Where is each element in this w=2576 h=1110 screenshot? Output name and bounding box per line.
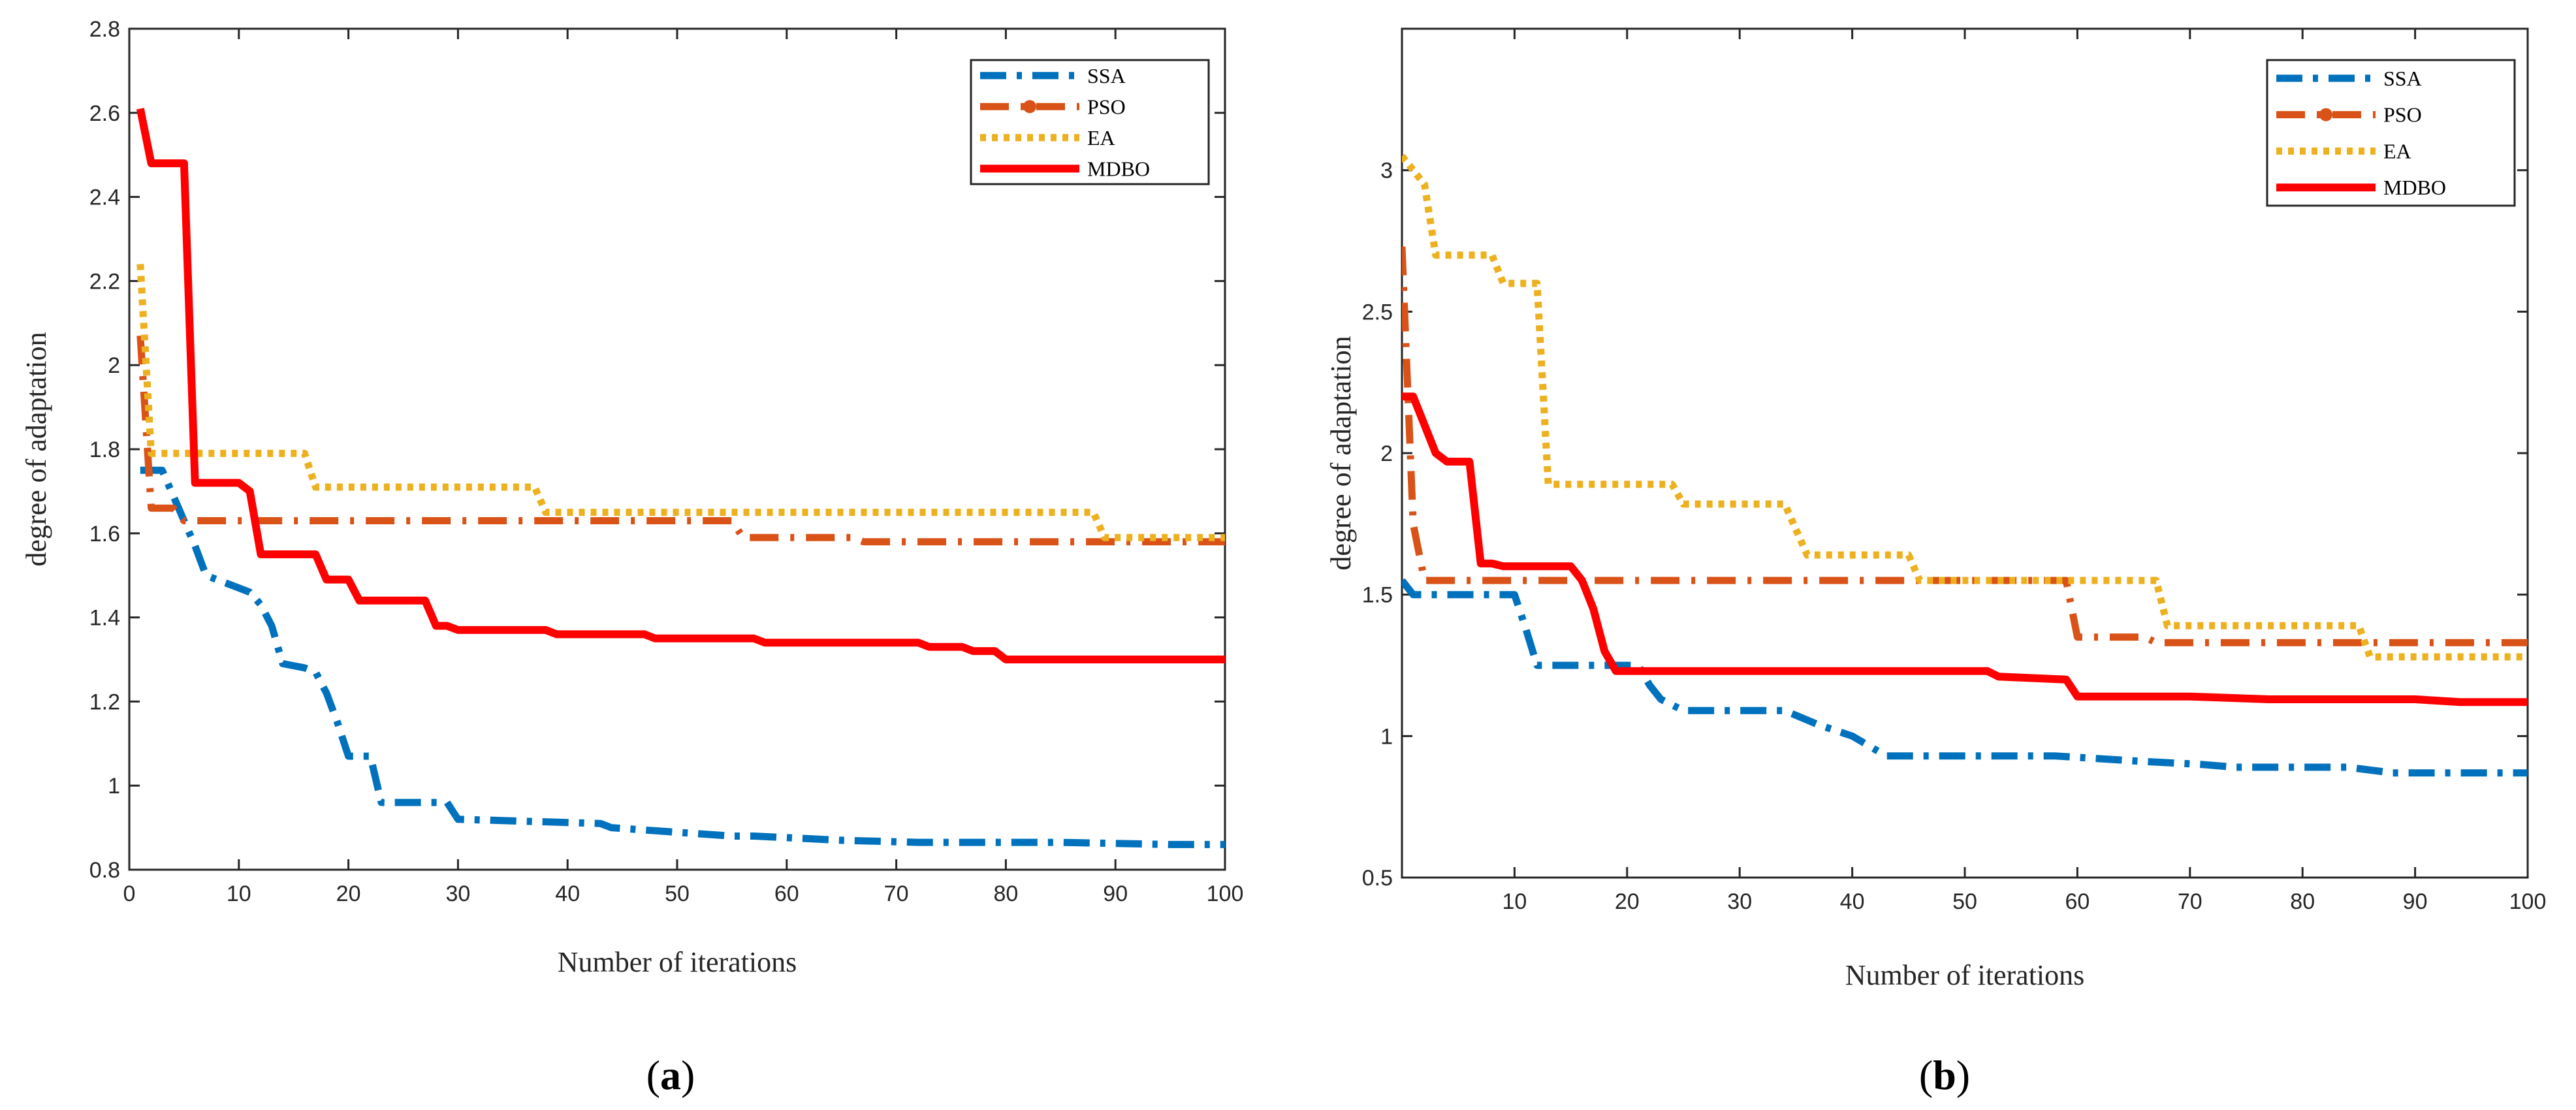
x-tick-label: 80 bbox=[993, 881, 1018, 906]
chart-b: 10 20 30 40 50 60 70 80 90 100 0.5 1 1.5 2 2.5 3 Number … bbox=[1325, 27, 2547, 1098]
x-tick-label: 60 bbox=[774, 881, 799, 906]
y-tick-label: 1 bbox=[1380, 724, 1393, 749]
x-tick-label: 30 bbox=[445, 881, 470, 906]
y-tick-label: 1.6 bbox=[89, 522, 120, 547]
y-tick-label: 1 bbox=[108, 774, 120, 799]
legend-label-ea: EA bbox=[2383, 139, 2411, 163]
y-tick-label: 1.8 bbox=[89, 437, 120, 462]
x-tick-label: 70 bbox=[884, 881, 909, 906]
x-tick-label: 70 bbox=[2178, 889, 2202, 914]
legend-label-mdbo: MDBO bbox=[2383, 176, 2446, 199]
legend-label-pso: PSO bbox=[2383, 103, 2422, 127]
x-tick-label: 90 bbox=[2403, 889, 2428, 914]
y-tick-label: 2.6 bbox=[89, 101, 120, 126]
y-tick-label: 3 bbox=[1380, 159, 1393, 183]
x-tick-label: 100 bbox=[2509, 889, 2547, 914]
x-tick-label: 50 bbox=[1952, 889, 1977, 914]
x-tick-label: 50 bbox=[665, 881, 690, 906]
legend-label-pso: PSO bbox=[1087, 95, 1126, 118]
x-tick-label: 20 bbox=[1615, 889, 1640, 914]
series-line-ea bbox=[1402, 153, 2528, 661]
x-tick-label: 100 bbox=[1207, 881, 1244, 906]
y-tick-label: 2.8 bbox=[89, 17, 120, 42]
y-tick-label: 0.5 bbox=[1362, 866, 1393, 891]
legend-marker-pso bbox=[2319, 108, 2332, 121]
subfigure-caption: (b) bbox=[1919, 1052, 1970, 1098]
y-tick-label: 2.4 bbox=[89, 185, 120, 210]
y-tick-label: 1.4 bbox=[89, 606, 120, 631]
chart-a: 0 10 20 30 40 50 60 70 80 90 100 0.8 1 1.2 1.4 1.6 1.8 2 2… bbox=[20, 17, 1243, 1098]
x-axis-label: Number of iterations bbox=[558, 946, 797, 978]
y-tick-label: 0.8 bbox=[89, 858, 120, 883]
y-tick-label: 2.2 bbox=[89, 269, 120, 294]
x-tick-label: 40 bbox=[555, 881, 580, 906]
series-line-pso bbox=[1402, 246, 2528, 646]
series-line-mdbo bbox=[1402, 392, 2528, 706]
x-tick-label: 80 bbox=[2290, 889, 2315, 914]
series-group bbox=[136, 108, 1225, 848]
y-tick-label: 2.5 bbox=[1362, 300, 1393, 325]
series-line-ssa bbox=[140, 466, 1225, 848]
y-tick-label: 2 bbox=[1380, 441, 1393, 466]
x-tick-label: 10 bbox=[227, 881, 251, 906]
y-tick-label: 2 bbox=[108, 353, 120, 378]
subfigure-caption: (a) bbox=[646, 1052, 695, 1098]
y-axis-label: degree of adaptation bbox=[20, 332, 52, 566]
series-line-ea bbox=[136, 264, 1225, 541]
legend-box bbox=[970, 59, 1210, 185]
x-tick-label: 90 bbox=[1103, 881, 1128, 906]
legend-label-mdbo: MDBO bbox=[1087, 157, 1150, 180]
x-tick-label: 30 bbox=[1727, 889, 1752, 914]
legend-label-ssa: SSA bbox=[2383, 67, 2422, 90]
legend-label-ssa: SSA bbox=[1087, 64, 1126, 87]
y-axis-label: degree of adaptation bbox=[1325, 336, 1357, 570]
x-axis-label: Number of iterations bbox=[1845, 959, 2085, 991]
legend-label-ea: EA bbox=[1087, 126, 1115, 150]
x-tick-label: 20 bbox=[336, 881, 361, 906]
series-line-mdbo bbox=[136, 108, 1225, 663]
series-line-ssa bbox=[1402, 578, 2528, 777]
series-line-pso bbox=[136, 335, 1225, 546]
y-tick-label: 1.5 bbox=[1362, 583, 1393, 608]
series-group bbox=[1402, 153, 2528, 777]
x-tick-label: 40 bbox=[1840, 889, 1865, 914]
y-tick-label: 1.2 bbox=[89, 690, 120, 714]
x-tick-label: 0 bbox=[123, 881, 136, 906]
x-tick-label: 60 bbox=[2065, 889, 2090, 914]
legend-marker-pso bbox=[1023, 100, 1036, 114]
x-tick-label: 10 bbox=[1502, 889, 1527, 914]
legend-box bbox=[2266, 59, 2516, 207]
